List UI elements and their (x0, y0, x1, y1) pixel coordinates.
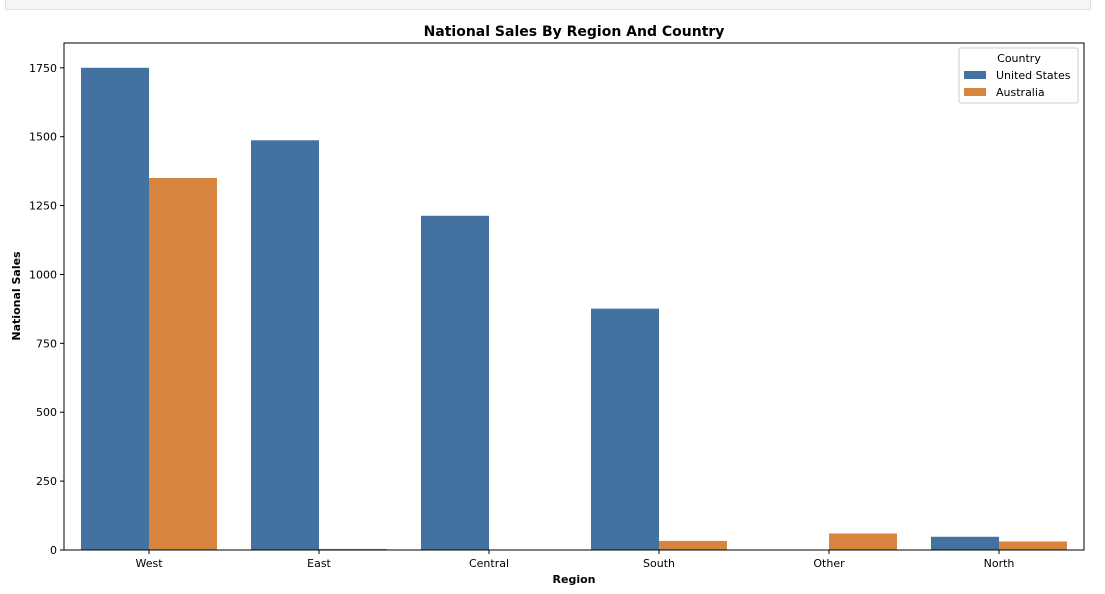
y-tick-label: 500 (36, 406, 57, 419)
bar-south-australia (659, 540, 727, 550)
bar-west-australia (149, 178, 217, 551)
x-ticks-group: West East Central South Other North (135, 550, 1014, 570)
bar-other-australia (829, 533, 897, 550)
bar-south-united-states (591, 308, 659, 550)
y-tick-label: 1000 (29, 268, 57, 281)
chart-title: National Sales By Region And Country (424, 24, 725, 40)
x-tick-label: Central (469, 557, 509, 570)
legend: Country United States Australia (958, 47, 1079, 104)
top-toolbar-strip (5, 0, 1091, 10)
y-axis-label: National Sales (10, 251, 23, 341)
legend-swatch-united-states (964, 71, 986, 79)
legend-swatch-australia (964, 88, 986, 96)
x-axis-label: Region (553, 573, 596, 586)
y-tick-label: 750 (36, 337, 57, 350)
x-tick-label: Other (813, 557, 845, 570)
x-tick-label: East (307, 557, 331, 570)
legend-label-australia: Australia (996, 86, 1045, 99)
bars-group (81, 67, 1067, 551)
plot-area-frame (63, 42, 1085, 551)
bar-central-united-states (421, 215, 489, 551)
y-tick-label: 1500 (29, 131, 57, 144)
y-tick-label: 1250 (29, 200, 57, 213)
bar-east-united-states (251, 140, 319, 550)
x-tick-label: North (984, 557, 1015, 570)
y-tick-label: 250 (36, 475, 57, 488)
y-tick-label: 1750 (29, 62, 57, 75)
y-tick-label: 0 (50, 544, 57, 557)
legend-title: Country (997, 52, 1041, 65)
legend-label-united-states: United States (996, 69, 1071, 82)
y-ticks-group: 0 250 500 750 1000 1250 1500 1750 (29, 62, 64, 557)
x-tick-label: West (135, 557, 163, 570)
bar-north-united-states (931, 536, 999, 550)
bar-west-united-states (81, 67, 149, 550)
bar-east-australia (319, 548, 387, 550)
bar-north-australia (999, 541, 1067, 550)
legend-box (958, 47, 1079, 104)
x-tick-label: South (643, 557, 675, 570)
